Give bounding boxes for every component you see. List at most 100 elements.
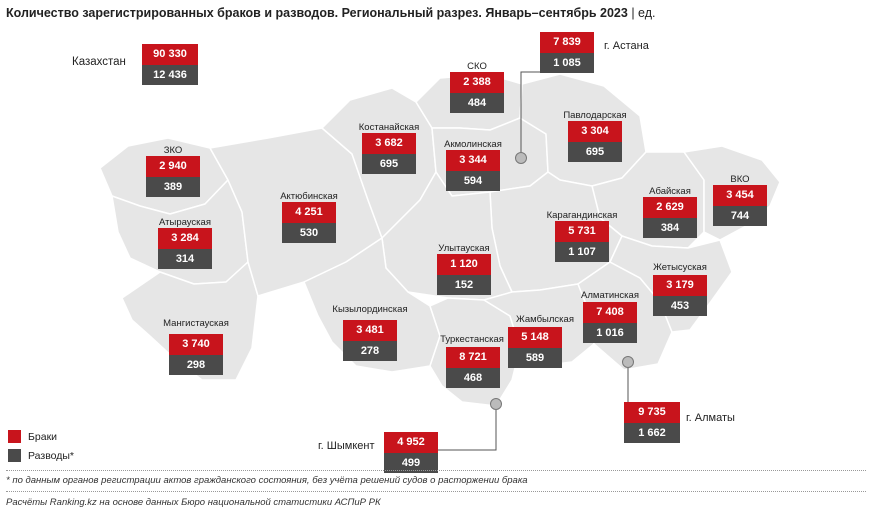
divorces-value: 453 <box>653 296 707 316</box>
divider-top <box>6 470 866 471</box>
region-label-sko: СКО <box>467 61 487 72</box>
marriages-value: 4 952 <box>384 432 438 453</box>
legend-label-marriages: Браки <box>28 430 58 443</box>
marriages-value: 7 839 <box>540 32 594 53</box>
leader-line-astana <box>520 71 540 158</box>
marriages-value: 9 735 <box>624 402 680 423</box>
marriages-value: 8 721 <box>446 347 500 368</box>
divorces-value: 314 <box>158 249 212 269</box>
region-badge-zko: 2 940 389 <box>146 156 200 197</box>
marriages-value: 7 408 <box>583 302 637 323</box>
region-badge-ulytau: 1 120 152 <box>437 254 491 295</box>
legend-label-divorces: Разводы* <box>28 449 75 462</box>
region-badge-akmola: 3 344 594 <box>446 150 500 191</box>
region-badge-zhambyl: 5 148 589 <box>508 327 562 368</box>
city-marker-almaty <box>622 356 634 368</box>
kazakhstan-label: Казахстан <box>72 56 126 68</box>
divorces-value: 389 <box>146 177 200 197</box>
divorces-value: 384 <box>643 218 697 238</box>
divorces-value: 499 <box>384 453 438 473</box>
city-label-almaty: г. Алматы <box>686 412 735 424</box>
region-badge-kostanay: 3 682 695 <box>362 133 416 174</box>
divorces-value: 589 <box>508 348 562 368</box>
kazakhstan-marriages: 90 330 <box>142 44 198 65</box>
region-label-abay: Абайская <box>649 186 691 197</box>
divorces-value: 298 <box>169 355 223 375</box>
marriages-value: 2 940 <box>146 156 200 177</box>
marriages-value: 2 388 <box>450 72 504 93</box>
marriages-value: 2 629 <box>643 197 697 218</box>
region-badge-zhetysu: 3 179 453 <box>653 275 707 316</box>
marriages-value: 1 120 <box>437 254 491 275</box>
marriages-value: 3 284 <box>158 228 212 249</box>
city-marker-shymkent <box>490 398 502 410</box>
kazakhstan-divorces: 12 436 <box>142 65 198 85</box>
divorces-value: 1 662 <box>624 423 680 443</box>
city-label-astana: г. Астана <box>604 40 649 52</box>
region-label-akmola: Акмолинская <box>444 139 502 150</box>
region-label-kyzylorda: Кызылординская <box>332 304 408 315</box>
divorces-value: 1 016 <box>583 323 637 343</box>
footnote: * по данным органов регистрации актов гр… <box>6 475 528 486</box>
region-shape-mangistau <box>121 261 259 381</box>
divorces-value: 594 <box>446 171 500 191</box>
divorces-value: 484 <box>450 93 504 113</box>
marriages-value: 5 731 <box>555 221 609 242</box>
region-badge-vko: 3 454 744 <box>713 185 767 226</box>
region-label-turkestan: Туркестанская <box>440 334 504 345</box>
region-badge-pavlodar: 3 304 695 <box>568 121 622 162</box>
marriages-value: 4 251 <box>282 202 336 223</box>
region-badge-abay: 2 629 384 <box>643 197 697 238</box>
marriages-value: 3 454 <box>713 185 767 206</box>
region-label-zhambyl: Жамбылская <box>516 314 574 325</box>
marriages-value: 3 179 <box>653 275 707 296</box>
title-unit: ед. <box>638 6 656 20</box>
region-label-almaty-region: Алматинская <box>581 290 639 301</box>
region-badge-mangistau: 3 740 298 <box>169 334 223 375</box>
divorces-value: 695 <box>568 142 622 162</box>
region-badge-turkestan: 8 721 468 <box>446 347 500 388</box>
marriages-value: 5 148 <box>508 327 562 348</box>
title-separator: | <box>631 6 639 20</box>
divorces-value: 744 <box>713 206 767 226</box>
source-note: Расчёты Ranking.kz на основе данных Бюро… <box>6 497 381 508</box>
legend-divorces: Разводы* <box>8 449 74 462</box>
region-label-atyrau: Атырауская <box>159 217 211 228</box>
city-label-shymkent: г. Шымкент <box>318 440 375 452</box>
city-marker-astana <box>515 152 527 164</box>
region-label-vko: ВКО <box>730 174 750 185</box>
region-label-zko: ЗКО <box>163 145 183 156</box>
divorces-value: 1 107 <box>555 242 609 262</box>
marriages-value: 3 740 <box>169 334 223 355</box>
marriages-value: 3 344 <box>446 150 500 171</box>
leader-line-shymkent <box>438 404 497 451</box>
region-badge-atyrau: 3 284 314 <box>158 228 212 269</box>
marriages-value: 3 682 <box>362 133 416 154</box>
city-badge-almaty: 9 735 1 662 <box>624 402 680 443</box>
region-label-aktobe: Актюбинская <box>280 191 338 202</box>
city-badge-astana: 7 839 1 085 <box>540 32 594 73</box>
divorces-value: 1 085 <box>540 53 594 73</box>
region-badge-almaty-region: 7 408 1 016 <box>583 302 637 343</box>
region-badge-aktobe: 4 251 530 <box>282 202 336 243</box>
divorces-value: 152 <box>437 275 491 295</box>
region-label-kostanay: Костанайская <box>358 122 420 133</box>
region-badge-sko: 2 388 484 <box>450 72 504 113</box>
region-badge-karaganda: 5 731 1 107 <box>555 221 609 262</box>
region-label-mangistau: Мангистауская <box>163 318 229 329</box>
kazakhstan-badge: 90 330 12 436 <box>142 44 198 85</box>
divorces-value: 468 <box>446 368 500 388</box>
legend-swatch-marriages <box>8 430 21 443</box>
region-label-ulytau: Улытауская <box>438 243 490 254</box>
marriages-value: 3 481 <box>343 320 397 341</box>
region-badge-kyzylorda: 3 481 278 <box>343 320 397 361</box>
region-label-karaganda: Карагандинская <box>546 210 618 221</box>
region-label-pavlodar: Павлодарская <box>563 110 627 121</box>
divorces-value: 695 <box>362 154 416 174</box>
legend-swatch-divorces <box>8 449 21 462</box>
title-text: Количество зарегистрированных браков и р… <box>6 6 628 20</box>
city-badge-shymkent: 4 952 499 <box>384 432 438 473</box>
chart-title: Количество зарегистрированных браков и р… <box>6 6 656 20</box>
legend-marriages: Браки <box>8 430 57 443</box>
marriages-value: 3 304 <box>568 121 622 142</box>
